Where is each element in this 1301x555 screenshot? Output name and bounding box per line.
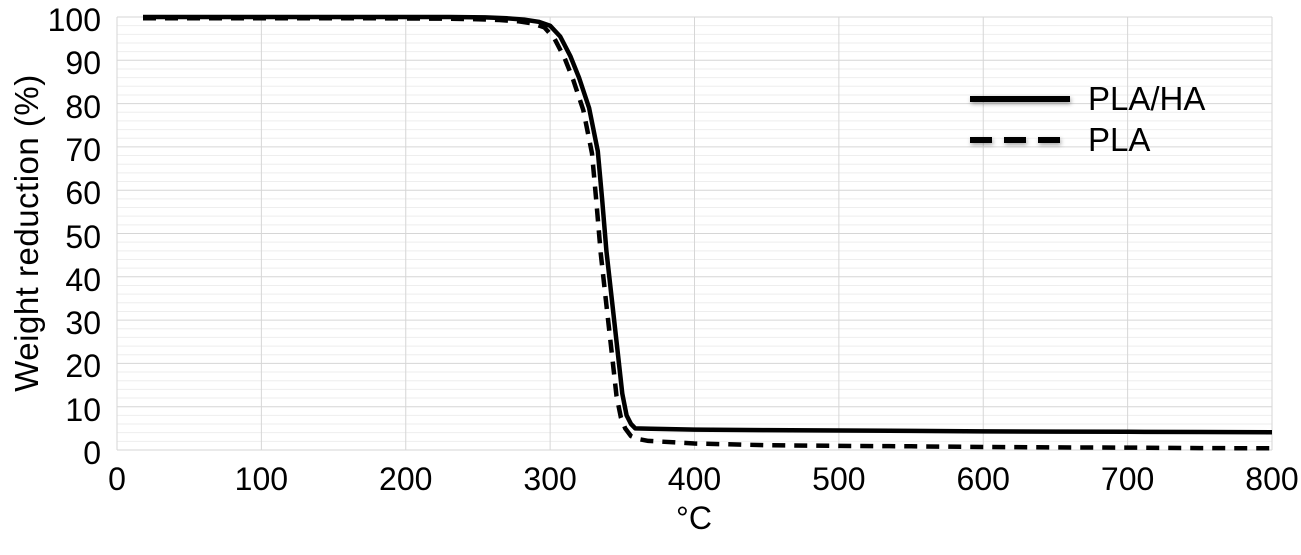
x-tick-label: 800 <box>1245 461 1299 497</box>
x-tick-label: 0 <box>108 461 126 497</box>
y-tick-label: 10 <box>65 391 101 428</box>
y-tick-label: 60 <box>65 175 101 212</box>
legend-solid-line-swatch <box>970 95 1070 102</box>
x-tick-label: 700 <box>1100 461 1155 497</box>
legend-item-pla: PLA <box>970 119 1205 160</box>
x-tick-label: 300 <box>523 461 577 497</box>
y-tick-label: 30 <box>65 305 101 342</box>
x-axis-title: °C <box>676 500 712 536</box>
y-tick-label: 40 <box>65 261 101 298</box>
y-tick-label: 70 <box>65 131 101 168</box>
y-tick-label: 50 <box>65 218 101 255</box>
y-tick-label: 80 <box>65 88 101 125</box>
y-tick-label: 100 <box>47 2 101 38</box>
x-tick-label: 100 <box>234 461 289 497</box>
legend: PLA/HA PLA <box>970 78 1205 160</box>
legend-item-pla-ha: PLA/HA <box>970 78 1205 119</box>
plot-area <box>116 14 1273 451</box>
legend-label-pla-ha: PLA/HA <box>1088 80 1206 117</box>
legend-label-pla: PLA <box>1088 121 1151 158</box>
x-tick-label: 500 <box>812 461 866 497</box>
x-tick-label: 600 <box>956 461 1010 497</box>
x-tick-label: 200 <box>379 461 433 497</box>
legend-dashed-line-swatch <box>970 136 1070 143</box>
y-tick-label: 0 <box>83 435 101 471</box>
y-tick-label: 20 <box>65 348 101 385</box>
y-tick-label: 90 <box>65 45 101 82</box>
x-tick-label: 400 <box>667 461 722 497</box>
series-line-pla-ha <box>143 14 1273 435</box>
series-line-pla <box>143 16 1273 451</box>
